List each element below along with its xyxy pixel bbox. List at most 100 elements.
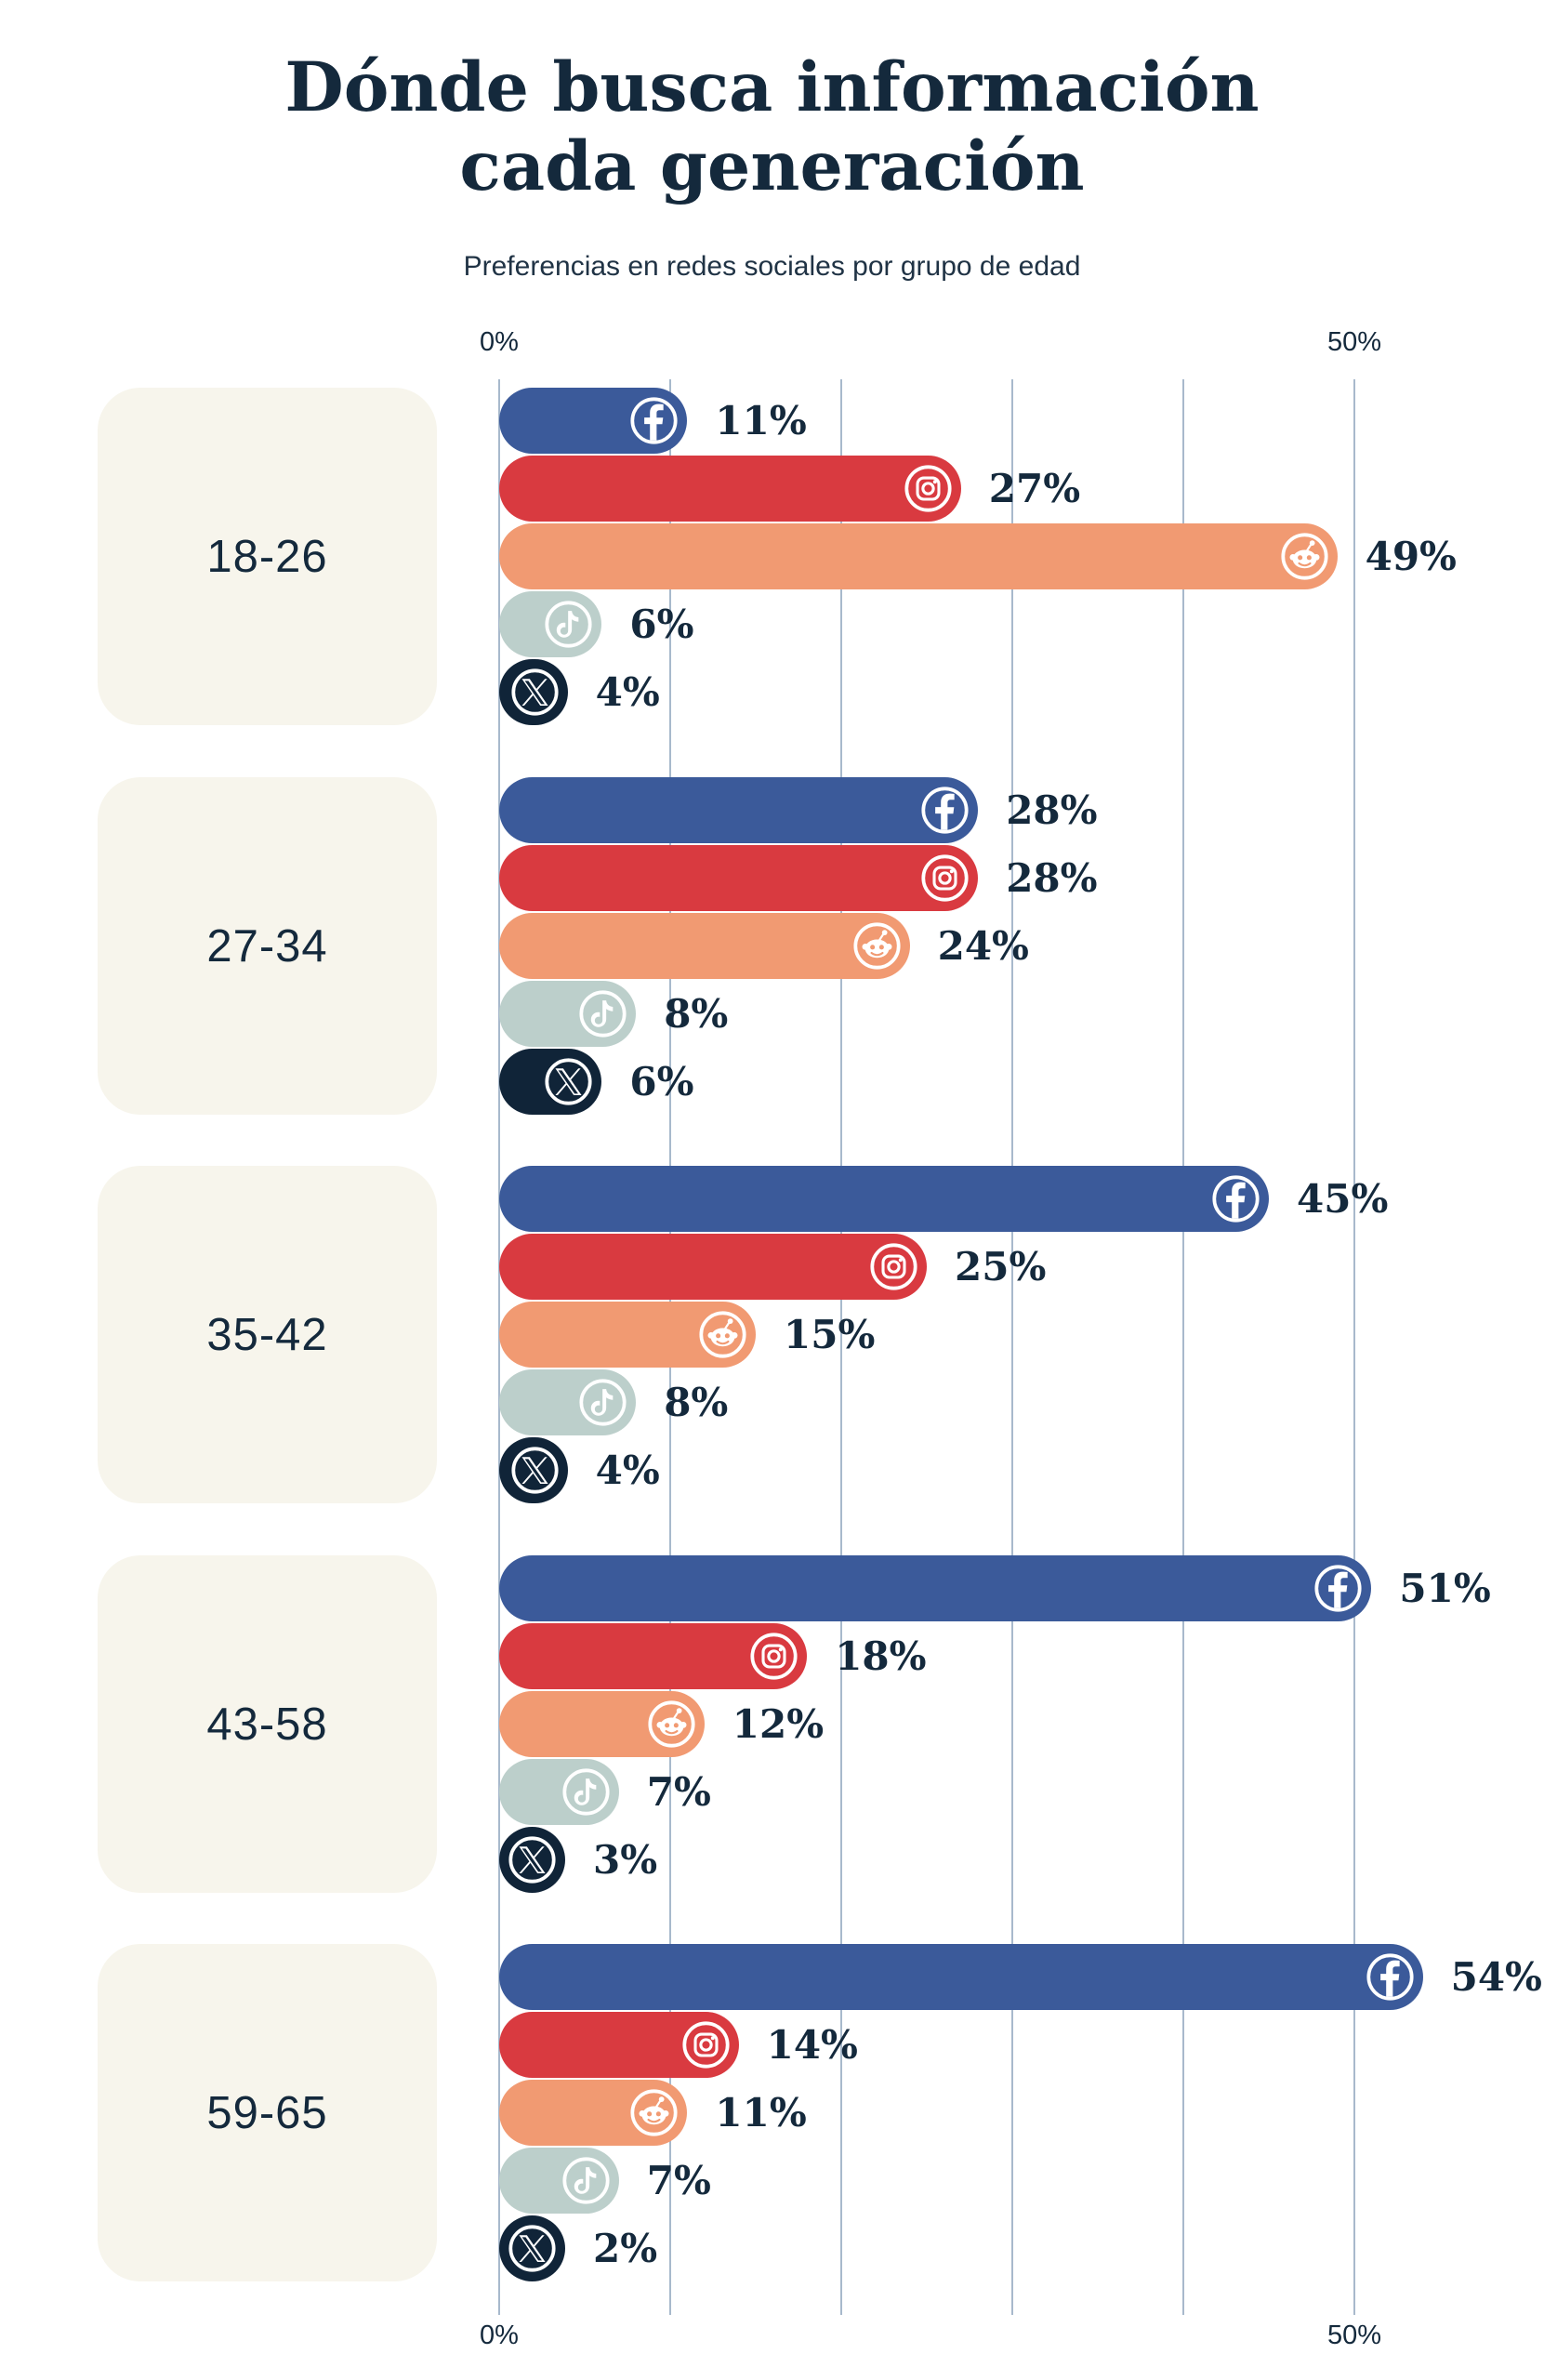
bar-facebook <box>499 1555 1372 1621</box>
facebook-icon <box>921 787 969 834</box>
bar-facebook <box>499 1944 1423 2010</box>
facebook-icon <box>1212 1175 1260 1223</box>
bar-reddit <box>499 1302 756 1368</box>
platform-icon-badge <box>920 786 970 835</box>
facebook-icon <box>1314 1565 1362 1612</box>
bar-value-label: 24% <box>937 923 1029 969</box>
page-title-line2: cada generación <box>459 126 1085 207</box>
platform-icon-badge <box>681 2020 731 2069</box>
bar-line: 45% <box>499 1166 1544 1232</box>
platform-icon-badge <box>561 2156 611 2205</box>
age-group-card: 18-26 <box>98 388 437 725</box>
bar-value-label: 6% <box>629 1059 694 1104</box>
x-icon <box>508 2225 556 2272</box>
bar-line: 8% <box>499 981 1544 1047</box>
bar-value-label: 27% <box>988 466 1081 511</box>
bar-line: 6% <box>499 1049 1544 1115</box>
platform-icon-badge <box>647 1699 696 1749</box>
age-group-label: 18-26 <box>206 531 328 582</box>
platform-icon-badge <box>629 2088 679 2137</box>
age-group-bars: 11% 27% 49% 6% <box>499 388 1544 725</box>
bar-value-label: 11% <box>715 2090 807 2135</box>
platform-icon-badge <box>749 1632 798 1681</box>
age-group-row: 27-34 28% 28% <box>0 777 1544 1115</box>
x-icon <box>545 1058 592 1105</box>
bar-x <box>499 659 568 725</box>
x-icon <box>508 1836 556 1884</box>
bar-instagram <box>499 845 979 911</box>
bar-facebook <box>499 388 688 454</box>
instagram-icon <box>870 1243 917 1290</box>
platform-icon-badge <box>852 921 902 971</box>
age-group-row: 59-65 54% 14% <box>0 1944 1544 2281</box>
bar-line: 3% <box>499 1827 1544 1893</box>
age-group-label: 35-42 <box>206 1309 328 1360</box>
bar-line: 7% <box>499 2148 1544 2214</box>
reddit-icon <box>648 1700 695 1748</box>
bar-reddit <box>499 2080 688 2146</box>
bar-line: 28% <box>499 845 1544 911</box>
instagram-icon <box>904 465 952 512</box>
bar-line: 18% <box>499 1623 1544 1689</box>
age-group-bars: 54% 14% 11% 7% <box>499 1944 1544 2281</box>
platform-icon-badge <box>1366 1952 1415 2002</box>
bar-value-label: 25% <box>955 1244 1047 1289</box>
bar-x <box>499 1049 602 1115</box>
bar-line: 4% <box>499 659 1544 725</box>
platform-icon-badge <box>698 1310 747 1359</box>
bar-value-label: 2% <box>593 2226 658 2271</box>
axis-tick-top-0: 0% <box>480 327 519 357</box>
bar-reddit <box>499 523 1338 589</box>
age-group-row: 35-42 45% 25% <box>0 1166 1544 1503</box>
x-icon <box>511 1447 559 1494</box>
bar-line: 24% <box>499 913 1544 979</box>
page-title: Dónde busca información cada generación <box>261 47 1284 207</box>
bar-value-label: 14% <box>766 2022 858 2068</box>
platform-icon-badge <box>629 396 679 445</box>
platform-icon-badge <box>1211 1174 1260 1223</box>
instagram-icon <box>682 2021 730 2069</box>
tiktok-icon <box>562 2157 610 2204</box>
axis-tick-bottom-50: 50% <box>1326 2320 1382 2350</box>
bar-tiktok <box>499 1369 637 1435</box>
gridline <box>1353 379 1355 2315</box>
x-icon <box>511 668 559 716</box>
bar-instagram <box>499 1623 808 1689</box>
bar-value-label: 45% <box>1297 1176 1389 1222</box>
bar-line: 8% <box>499 1369 1544 1435</box>
bar-value-label: 28% <box>1006 855 1098 901</box>
bar-line: 15% <box>499 1302 1544 1368</box>
platform-icon-badge <box>508 1835 557 1884</box>
platform-icon-badge <box>578 989 627 1038</box>
axis-tick-top-50: 50% <box>1326 327 1382 357</box>
bar-line: 11% <box>499 2080 1544 2146</box>
bar-line: 14% <box>499 2012 1544 2078</box>
bar-line: 25% <box>499 1234 1544 1300</box>
page-subtitle: Preferencias en redes sociales por grupo… <box>463 251 1081 282</box>
tiktok-icon <box>579 990 627 1038</box>
bar-value-label: 3% <box>593 1837 658 1883</box>
bar-line: 51% <box>499 1555 1544 1621</box>
bar-x <box>499 1827 565 1893</box>
age-group-card: 35-42 <box>98 1166 437 1503</box>
reddit-icon <box>853 922 901 970</box>
page-title-line1: Dónde busca información <box>284 47 1260 127</box>
age-group-card: 27-34 <box>98 777 437 1115</box>
bar-x <box>499 1437 568 1503</box>
bar-value-label: 15% <box>784 1312 876 1357</box>
bar-value-label: 49% <box>1365 534 1457 579</box>
bar-line: 7% <box>499 1759 1544 1825</box>
instagram-icon <box>921 854 969 902</box>
gridline <box>1011 379 1013 2315</box>
bar-line: 54% <box>499 1944 1544 2010</box>
tiktok-icon <box>545 601 592 648</box>
platform-icon-badge <box>869 1242 918 1291</box>
age-group-label: 43-58 <box>206 1699 328 1750</box>
bar-value-label: 8% <box>664 991 729 1037</box>
bar-value-label: 51% <box>1399 1566 1491 1611</box>
reddit-icon <box>630 2089 678 2136</box>
bar-value-label: 18% <box>835 1633 927 1679</box>
platform-icon-badge <box>1280 532 1329 581</box>
bar-reddit <box>499 913 910 979</box>
tiktok-icon <box>562 1768 610 1816</box>
